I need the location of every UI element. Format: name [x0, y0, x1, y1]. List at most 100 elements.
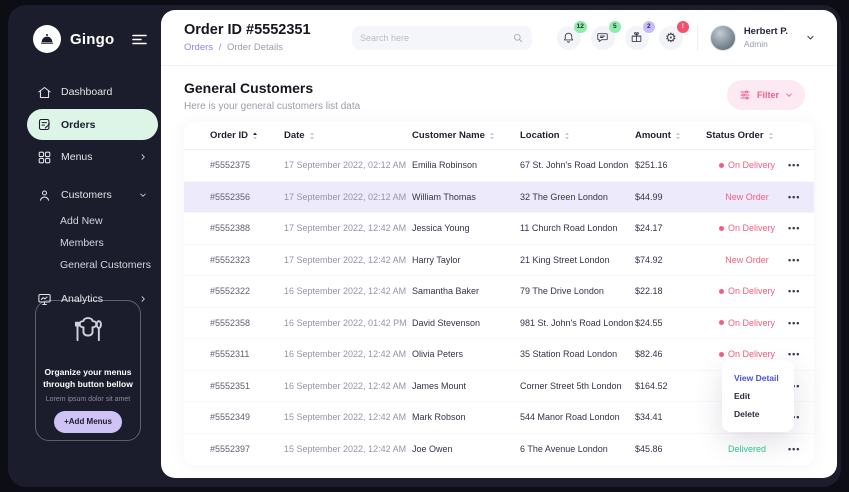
filter-button[interactable]: Filter	[727, 80, 805, 110]
cell-date: 16 September 2022, 12:42 AM	[284, 380, 407, 391]
cell-location: 67 St. John's Road London	[520, 160, 629, 171]
column-header-status-order[interactable]: Status Order	[706, 130, 788, 141]
cell-location: 35 Station Road London	[520, 349, 618, 360]
status-badge: Delivered	[706, 444, 788, 454]
cell-customer-name: Jessica Young	[412, 223, 470, 234]
sidebar-item-dashboard[interactable]: Dashboard	[8, 77, 161, 107]
column-header-order-id[interactable]: Order ID	[210, 130, 284, 141]
messages-button[interactable]: 5	[590, 20, 621, 50]
sidebar-subitem-add-new[interactable]: Add New	[8, 210, 161, 232]
table-row[interactable]: #5552323 17 September 2022, 12:42 AM Har…	[184, 245, 814, 276]
sidebar-item-orders[interactable]: Orders	[27, 109, 158, 140]
breadcrumb-orders-link[interactable]: Orders	[184, 42, 214, 53]
column-header-customer-name[interactable]: Customer Name	[412, 130, 520, 141]
status-label: Delivered	[727, 444, 767, 455]
sidebar-subitem-members[interactable]: Members	[8, 232, 161, 254]
user-menu-chevron-icon[interactable]	[806, 33, 815, 42]
cell-order-id: #5552358	[210, 317, 251, 328]
sort-icon	[768, 132, 773, 139]
row-actions-button[interactable]: •••	[788, 286, 814, 296]
gift-icon	[630, 31, 643, 44]
sidebar-item-menus[interactable]: Menus	[8, 142, 161, 172]
sort-icon	[489, 132, 494, 139]
table-row[interactable]: #5552358 16 September 2022, 01:42 PM Dav…	[184, 308, 814, 339]
context-menu-edit[interactable]: Edit	[734, 391, 751, 401]
row-actions-button[interactable]: •••	[788, 318, 814, 328]
table-header-row: Order ID Date Customer Name Location Amo…	[184, 122, 814, 150]
cell-customer-name: James Mount	[412, 380, 467, 391]
cell-date: 15 September 2022, 12:42 AM	[284, 444, 407, 455]
cell-date: 17 September 2022, 12:42 AM	[284, 223, 407, 234]
status-label: New Order	[725, 191, 769, 202]
cell-customer-name: Joe Owen	[412, 444, 453, 455]
cell-order-id: #5552388	[210, 223, 251, 234]
row-actions-button[interactable]: •••	[788, 255, 814, 265]
sidebar-subitem-general-customers[interactable]: General Customers	[8, 254, 161, 276]
table-row[interactable]: #5552356 17 September 2022, 02:12 AM Wil…	[184, 181, 814, 213]
user-avatar[interactable]	[709, 24, 736, 51]
promo-subtitle: Lorem ipsum dolor sit amet	[45, 395, 131, 403]
page-heading: Order ID #5552351 Orders / Order Details	[184, 22, 352, 53]
filter-label: Filter	[756, 90, 779, 100]
cell-location: 544 Manor Road London	[520, 412, 620, 423]
orders-icon	[37, 117, 52, 132]
breadcrumb-separator: /	[218, 42, 222, 53]
add-menus-button[interactable]: +Add Menus	[54, 410, 122, 433]
status-badge: On Delivery	[706, 160, 788, 170]
table-row[interactable]: #5552311 16 September 2022, 12:42 AM Oli…	[184, 339, 814, 371]
search-input[interactable]	[360, 32, 512, 43]
table-row[interactable]: #5552322 16 September 2022, 12:42 AM Sam…	[184, 276, 814, 308]
cell-amount: $24.17	[635, 223, 663, 234]
bell-icon	[562, 31, 575, 44]
settings-button[interactable]: ⚙ !	[658, 20, 689, 50]
rewards-button[interactable]: 2	[624, 20, 655, 50]
sidebar-item-customers[interactable]: Customers	[8, 180, 161, 210]
table-row[interactable]: #5552388 17 September 2022, 12:42 AM Jes…	[184, 213, 814, 245]
row-actions-button[interactable]: •••	[788, 160, 814, 170]
table-row[interactable]: #5552351 16 September 2022, 12:42 AM Jam…	[184, 371, 814, 402]
column-header-date[interactable]: Date	[284, 130, 412, 141]
user-meta: Herbert P. Admin	[744, 26, 788, 49]
row-actions-button[interactable]: •••	[788, 444, 814, 454]
sidebar-item-label: Orders	[61, 118, 96, 131]
table-row[interactable]: #5552349 15 September 2022, 12:42 AM Mar…	[184, 402, 814, 434]
chat-icon	[596, 31, 609, 44]
cell-amount: $24.55	[635, 317, 663, 328]
status-dot-icon	[718, 320, 724, 326]
row-context-menu: View Detail Edit Delete	[722, 360, 794, 432]
chevron-down-icon	[139, 191, 147, 199]
page-title: Order ID #5552351	[184, 22, 311, 38]
column-header-amount[interactable]: Amount	[635, 130, 706, 141]
cell-amount: $82.46	[635, 349, 663, 360]
menu-toggle-button[interactable]	[130, 32, 149, 47]
promo-card: Organize your menus through button bello…	[35, 300, 141, 441]
cell-date: 16 September 2022, 01:42 PM	[284, 317, 407, 328]
section-header: General Customers Here is your general c…	[161, 66, 837, 112]
breadcrumb-current: Order Details	[226, 42, 283, 53]
cell-order-id: #5552322	[210, 286, 251, 297]
cell-location: 981 St. John's Road London	[520, 317, 634, 328]
context-menu-delete[interactable]: Delete	[734, 409, 760, 419]
section-subtitle: Here is your general customers list data	[184, 101, 361, 112]
cell-amount: $45.86	[635, 444, 663, 455]
status-dot-icon	[718, 351, 724, 357]
row-actions-button[interactable]: •••	[788, 349, 814, 359]
row-actions-button[interactable]: •••	[788, 192, 814, 202]
cell-location: 79 The Drive London	[520, 286, 604, 297]
status-label: On Delivery	[727, 349, 775, 360]
search-bar	[352, 25, 532, 50]
row-actions-button[interactable]: •••	[788, 223, 814, 233]
table-row[interactable]: #5552375 17 September 2022, 02:12 AM Emi…	[184, 150, 814, 182]
cell-customer-name: Harry Taylor	[412, 254, 461, 265]
search-icon	[512, 32, 524, 44]
context-menu-view-detail[interactable]: View Detail	[734, 373, 779, 383]
status-badge: On Delivery	[706, 318, 788, 328]
cell-amount: $44.99	[635, 191, 663, 202]
notifications-button[interactable]: 12	[556, 20, 587, 50]
cell-order-id: #5552356	[210, 191, 251, 202]
status-badge: On Delivery	[706, 286, 788, 296]
brand: Gingo	[8, 5, 161, 53]
table-row[interactable]: #5552397 15 September 2022, 12:42 AM Joe…	[184, 434, 814, 466]
column-header-location[interactable]: Location	[520, 130, 635, 141]
header-divider	[696, 24, 698, 51]
